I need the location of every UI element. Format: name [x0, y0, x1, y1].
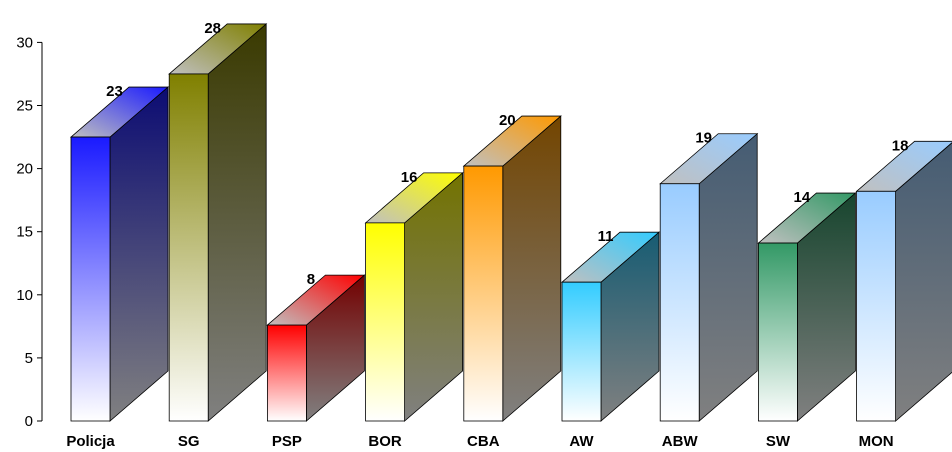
x-tick-label: AW — [569, 433, 594, 450]
x-tick-label: PSP — [272, 433, 302, 450]
bar-psp — [266, 274, 366, 422]
bar-front — [856, 190, 896, 422]
bar-front — [758, 242, 798, 422]
bar-policja — [69, 86, 170, 422]
bars — [69, 23, 952, 422]
bar-side — [109, 86, 169, 422]
data-label: 28 — [204, 20, 221, 37]
y-tick-label: 15 — [16, 224, 33, 241]
data-label: 16 — [401, 169, 418, 186]
data-label: 23 — [106, 83, 123, 100]
data-label: 14 — [794, 189, 811, 206]
bar-aw — [560, 231, 661, 422]
data-label: 8 — [307, 271, 315, 288]
bar-cba — [462, 115, 562, 422]
y-tick-label: 5 — [25, 350, 33, 367]
data-label: 20 — [499, 112, 516, 129]
y-tick-label: 30 — [16, 34, 33, 51]
y-tick-label: 0 — [25, 413, 33, 430]
x-tick-label: MON — [859, 433, 894, 450]
bar-abw — [659, 132, 759, 422]
bar-front — [70, 136, 111, 422]
data-label: 11 — [598, 228, 614, 245]
x-tick-label: ABW — [662, 433, 699, 450]
x-tick-label: Policja — [66, 433, 115, 450]
y-tick-label: 20 — [16, 161, 33, 178]
bar-bor — [364, 171, 464, 422]
bar-side — [698, 132, 758, 422]
x-tick-label: BOR — [368, 433, 402, 450]
y-tick-label: 10 — [16, 287, 33, 304]
y-axis: 0 5 10 15 20 25 30 — [16, 34, 43, 430]
labels: Policja 23 SG 28 PSP 8 BOR 16 CBA 20 AW 11 ABW 19 SW 14… — [66, 20, 908, 450]
bar-front — [659, 183, 700, 422]
x-tick-label: CBA — [467, 433, 500, 450]
bar-side — [502, 115, 562, 422]
bar-sg — [168, 23, 268, 422]
bar-front — [463, 165, 504, 422]
bar-sw — [757, 192, 857, 422]
x-tick-label: SG — [178, 433, 200, 450]
bar-mon — [855, 140, 952, 422]
bar-front — [266, 324, 307, 422]
bar-front — [168, 73, 209, 422]
data-label: 18 — [892, 137, 909, 154]
bar-side — [207, 23, 267, 422]
bar-front — [561, 281, 602, 422]
y-tick-label: 25 — [16, 98, 33, 115]
data-label: 19 — [695, 130, 712, 147]
x-tick-label: SW — [766, 433, 791, 450]
bar-front — [365, 222, 406, 422]
